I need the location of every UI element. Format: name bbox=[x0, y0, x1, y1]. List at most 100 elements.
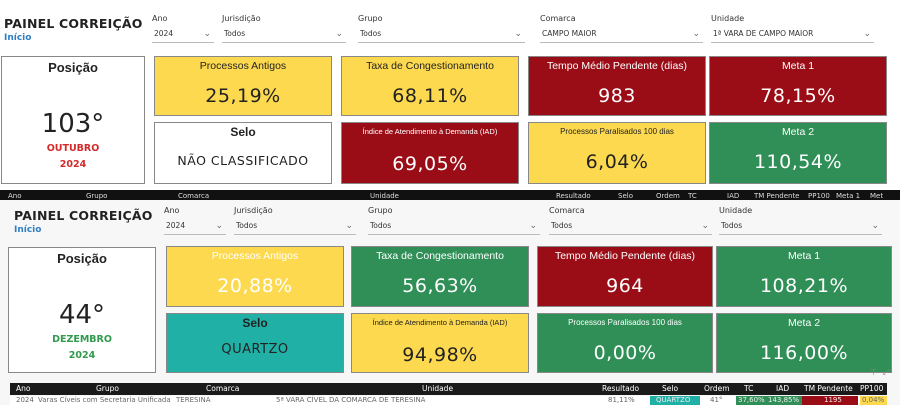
cell-tm-pendente: 1195 bbox=[824, 396, 842, 404]
chevron-down-icon: ⌄ bbox=[335, 29, 343, 39]
selo-cell-bg bbox=[650, 396, 700, 405]
filter-jurisdicao: Jurisdição Todos ⌄ bbox=[234, 206, 356, 235]
cell-pp100: 0,04% bbox=[862, 396, 885, 404]
column-header[interactable]: TM Pendente bbox=[804, 384, 853, 393]
card-tempo-medio[interactable]: Tempo Médio Pendente (dias) 983 bbox=[528, 56, 706, 116]
filter-ano-select[interactable]: 2024 ⌄ bbox=[152, 27, 214, 43]
card-tempo-medio[interactable]: Tempo Médio Pendente (dias) 964 bbox=[537, 246, 713, 307]
column-header[interactable]: TM Pendente bbox=[754, 192, 800, 200]
filter-icon[interactable]: ⊤ bbox=[870, 368, 877, 377]
card-selo[interactable]: Selo QUARTZO bbox=[166, 313, 344, 373]
card-title: Taxa de Congestionamento bbox=[366, 60, 494, 72]
column-header[interactable]: Grupo bbox=[86, 192, 108, 200]
card-value: 56,63% bbox=[402, 275, 478, 297]
chevron-down-icon: ⌄ bbox=[701, 221, 709, 231]
column-header[interactable]: Selo bbox=[618, 192, 633, 200]
filter-grupo-select[interactable]: Todos ⌄ bbox=[358, 27, 525, 43]
filter-comarca-select[interactable]: CAMPO MAIOR ⌄ bbox=[540, 27, 703, 43]
column-header[interactable]: Unidade bbox=[422, 384, 454, 393]
card-title: Índice de Atendimento à Demanda (IAD) bbox=[362, 127, 498, 136]
filter-jurisdicao-select[interactable]: Todos ⌄ bbox=[234, 219, 356, 235]
filter-label: Jurisdição bbox=[222, 14, 261, 23]
card-value: 78,15% bbox=[760, 85, 836, 107]
card-value: 110,54% bbox=[753, 151, 843, 173]
card-taxa-congestionamento[interactable]: Taxa de Congestionamento 68,11% bbox=[341, 56, 519, 116]
card-iad[interactable]: Índice de Atendimento à Demanda (IAD) 94… bbox=[351, 313, 529, 373]
filter-unidade-select[interactable]: Todos ⌄ bbox=[719, 219, 882, 235]
column-header[interactable]: Resultado bbox=[602, 384, 640, 393]
column-header[interactable]: Comarca bbox=[178, 192, 210, 200]
filter-jurisdicao-select[interactable]: Todos ⌄ bbox=[222, 27, 346, 43]
card-title: Processos Antigos bbox=[211, 250, 299, 262]
card-taxa-congestionamento[interactable]: Taxa de Congestionamento 56,63% bbox=[351, 246, 529, 307]
pp100-cell-bg bbox=[860, 396, 887, 405]
cell-resultado: 81,11% bbox=[608, 396, 635, 404]
cell-ordem: 41° bbox=[710, 396, 723, 404]
filter-comarca: Comarca CAMPO MAIOR ⌄ bbox=[540, 14, 703, 43]
card-processos-antigos[interactable]: Processos Antigos 20,88% bbox=[166, 246, 344, 307]
card-value: 116,00% bbox=[759, 342, 849, 364]
column-header[interactable]: IAD bbox=[727, 192, 740, 200]
column-header[interactable]: Ano bbox=[16, 384, 31, 393]
chevron-down-icon: ⌄ bbox=[203, 29, 211, 39]
card-meta-2[interactable]: Meta 2 110,54% bbox=[709, 122, 887, 184]
cell-iad: 143,85% bbox=[768, 396, 800, 404]
position-card: Posição 44° DEZEMBRO 2024 bbox=[8, 247, 156, 373]
home-link[interactable]: Início bbox=[14, 225, 42, 235]
card-value: QUARTZO bbox=[221, 342, 289, 357]
column-header[interactable]: Met bbox=[870, 192, 884, 200]
card-meta-1[interactable]: Meta 1 108,21% bbox=[716, 246, 892, 307]
filter-unidade: Unidade 1ª VARA DE CAMPO MAIOR ⌄ bbox=[711, 14, 874, 43]
card-value: 69,05% bbox=[392, 153, 468, 175]
filter-unidade-select[interactable]: 1ª VARA DE CAMPO MAIOR ⌄ bbox=[711, 27, 874, 43]
filter-grupo-select[interactable]: Todos ⌄ bbox=[368, 219, 540, 235]
card-value: 68,11% bbox=[392, 85, 468, 107]
column-header[interactable]: Ordem bbox=[656, 192, 680, 200]
column-header[interactable]: IAD bbox=[776, 384, 790, 393]
card-value: 6,04% bbox=[585, 151, 649, 173]
column-header[interactable]: TC bbox=[744, 384, 754, 393]
iad-cell-bg bbox=[766, 396, 802, 405]
card-title: Meta 1 bbox=[781, 60, 815, 72]
column-header[interactable]: Grupo bbox=[96, 384, 119, 393]
column-header[interactable]: TC bbox=[688, 192, 697, 200]
column-header[interactable]: Resultado bbox=[556, 192, 591, 200]
position-card: Posição 103° OUTUBRO 2024 bbox=[1, 56, 145, 184]
card-title: Tempo Médio Pendente (dias) bbox=[554, 250, 696, 262]
card-title: Processos Paralisados 100 dias bbox=[568, 318, 682, 327]
card-processos-paralisados[interactable]: Processos Paralisados 100 dias 6,04% bbox=[528, 122, 706, 184]
column-header[interactable]: Unidade bbox=[370, 192, 399, 200]
column-header[interactable]: Selo bbox=[662, 384, 679, 393]
column-header[interactable]: PP100 bbox=[808, 192, 830, 200]
column-header[interactable]: Meta 1 bbox=[836, 192, 861, 200]
card-title: Meta 2 bbox=[787, 317, 821, 329]
table-header-strip: Ano Grupo Comarca Unidade Resultado Selo… bbox=[0, 190, 900, 200]
position-value: 103° bbox=[41, 109, 105, 139]
card-meta-2[interactable]: Meta 2 116,00% bbox=[716, 313, 892, 373]
chevron-down-icon: ⌄ bbox=[529, 221, 537, 231]
filter-label: Ano bbox=[152, 14, 168, 23]
column-header[interactable]: Comarca bbox=[206, 384, 240, 393]
filter-label: Unidade bbox=[719, 206, 753, 215]
card-selo[interactable]: Selo NÃO CLASSIFICADO bbox=[154, 122, 332, 184]
card-processos-paralisados[interactable]: Processos Paralisados 100 dias 0,00% bbox=[537, 313, 713, 373]
card-iad[interactable]: Índice de Atendimento à Demanda (IAD) 69… bbox=[341, 122, 519, 184]
tm-cell-bg bbox=[802, 396, 858, 405]
filter-ano-select[interactable]: 2024 ⌄ bbox=[164, 219, 226, 235]
filter-label: Grupo bbox=[368, 206, 393, 215]
card-value: 94,98% bbox=[402, 344, 478, 366]
card-processos-antigos[interactable]: Processos Antigos 25,19% bbox=[154, 56, 332, 116]
card-meta-1[interactable]: Meta 1 78,15% bbox=[709, 56, 887, 116]
dashboard-panel-bottom: PAINEL CORREIÇÃO Início Ano 2024 ⌄ Jurisd… bbox=[0, 200, 900, 405]
card-value: NÃO CLASSIFICADO bbox=[177, 153, 309, 168]
column-header[interactable]: Ordem bbox=[704, 384, 730, 393]
filter-comarca-select[interactable]: Todos ⌄ bbox=[549, 219, 712, 235]
column-header[interactable]: PP100 bbox=[860, 384, 884, 393]
filter-label: Comarca bbox=[549, 206, 585, 215]
tc-cell-bg bbox=[736, 396, 766, 405]
home-link[interactable]: Início bbox=[4, 33, 32, 43]
focus-mode-icon[interactable]: ⤢ bbox=[883, 368, 890, 377]
position-label: Posição bbox=[57, 251, 107, 266]
column-header[interactable]: Ano bbox=[8, 192, 22, 200]
table-row[interactable]: 2024 Varas Cíveis com Secretaria Unifica… bbox=[10, 396, 887, 405]
